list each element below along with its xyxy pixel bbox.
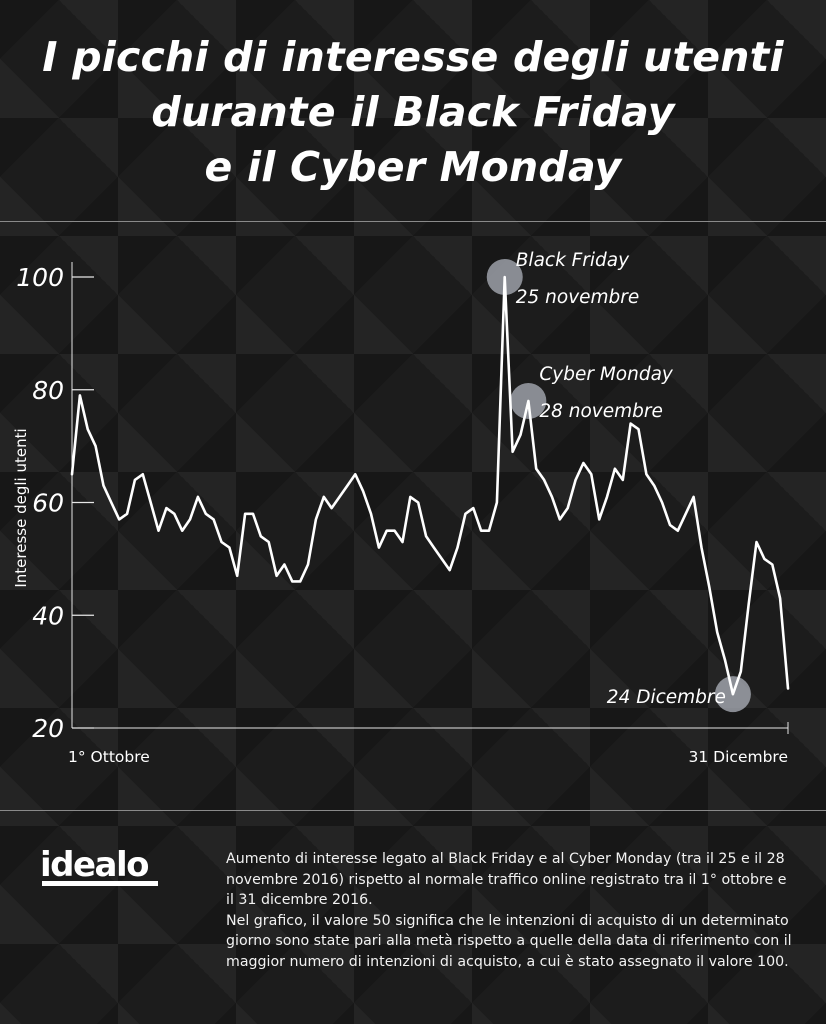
series-line (70, 275, 790, 696)
annotation-cyber-monday-line2: 28 novembre (539, 401, 663, 422)
y-tick-label-60: 60 (32, 489, 64, 518)
page-title: I picchi di interesse degli utenti duran… (0, 30, 826, 195)
footer-description: Aumento di interesse legato al Black Fri… (226, 849, 796, 972)
idealo-logo: idealo (40, 845, 150, 885)
y-axis-label: Interesse degli utenti (12, 428, 30, 587)
top-divider (0, 221, 826, 222)
annotation-black-friday-line1: Black Friday (516, 250, 630, 271)
y-tick-label-80: 80 (32, 376, 64, 405)
annotation-24-dicembre-line1: 24 Dicembre (607, 687, 726, 708)
footer-paragraph-1: Aumento di interesse legato al Black Fri… (226, 851, 787, 908)
line-chart: 20 40 60 80 100 Interesse degli utenti 1° Otto… (12, 250, 790, 766)
y-tick-label-20: 20 (32, 714, 64, 743)
annotation-black-friday-line2: 25 novembre (516, 287, 640, 308)
y-tick-label-100: 100 (16, 263, 64, 292)
footer-paragraph-2: Nel grafico, il valore 50 significa che … (226, 912, 792, 970)
title-line-3: e il Cyber Monday (204, 143, 622, 191)
logo-underline (42, 881, 158, 886)
bottom-divider (0, 810, 826, 811)
annotation-cyber-monday-line1: Cyber Monday (539, 364, 674, 385)
title-line-1: I picchi di interesse degli utenti (42, 33, 784, 81)
x-end-label: 31 Dicembre (689, 748, 788, 766)
y-tick-label-40: 40 (32, 601, 64, 630)
x-start-label: 1° Ottobre (68, 748, 150, 766)
title-line-2: durante il Black Friday (151, 88, 675, 136)
